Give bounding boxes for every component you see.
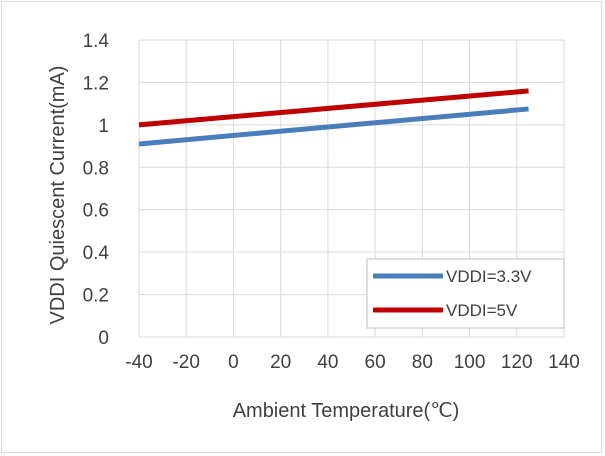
x-tick-label: 0 — [228, 352, 239, 373]
y-tick-label: 0.4 — [83, 243, 110, 264]
x-tick-label: 60 — [365, 352, 386, 373]
legend-items: VDDI=3.3V VDDI=5V — [373, 267, 532, 320]
series-line — [138, 88, 529, 128]
y-tick-label: 0.6 — [83, 201, 109, 222]
y-tick-label: 0.2 — [83, 286, 109, 307]
x-tick-label: -40 — [125, 352, 152, 373]
gridlines — [138, 39, 565, 338]
x-axis-tick-labels: -40 -20 0 20 40 60 80 100 120 140 — [125, 352, 580, 373]
x-tick-label: 120 — [501, 352, 533, 373]
y-axis-title: VDDI Quiescent Current(mA) — [47, 66, 69, 325]
legend-label: VDDI=5V — [446, 301, 518, 320]
x-tick-label: -20 — [172, 352, 199, 373]
x-tick-label: 140 — [548, 352, 580, 373]
legend-label: VDDI=3.3V — [446, 267, 532, 286]
y-axis-tick-labels: 0 0.2 0.4 0.6 0.8 1 1.2 1.4 — [83, 31, 110, 349]
legend-box — [366, 258, 565, 329]
x-tick-label: 40 — [317, 352, 338, 373]
y-tick-label: 0 — [98, 328, 109, 349]
x-tick-label: 100 — [454, 352, 486, 373]
x-tick-label: 80 — [412, 352, 433, 373]
y-tick-label: 1.4 — [83, 31, 110, 52]
y-tick-label: 1 — [98, 116, 109, 137]
y-tick-label: 1.2 — [83, 73, 109, 94]
x-axis-title: Ambient Temperature(℃) — [233, 400, 460, 422]
x-tick-label: 20 — [270, 352, 291, 373]
series-lines — [138, 88, 529, 147]
legend: VDDI=3.3V VDDI=5V — [366, 258, 565, 329]
y-tick-label: 0.8 — [83, 158, 109, 179]
series-line — [138, 106, 529, 147]
